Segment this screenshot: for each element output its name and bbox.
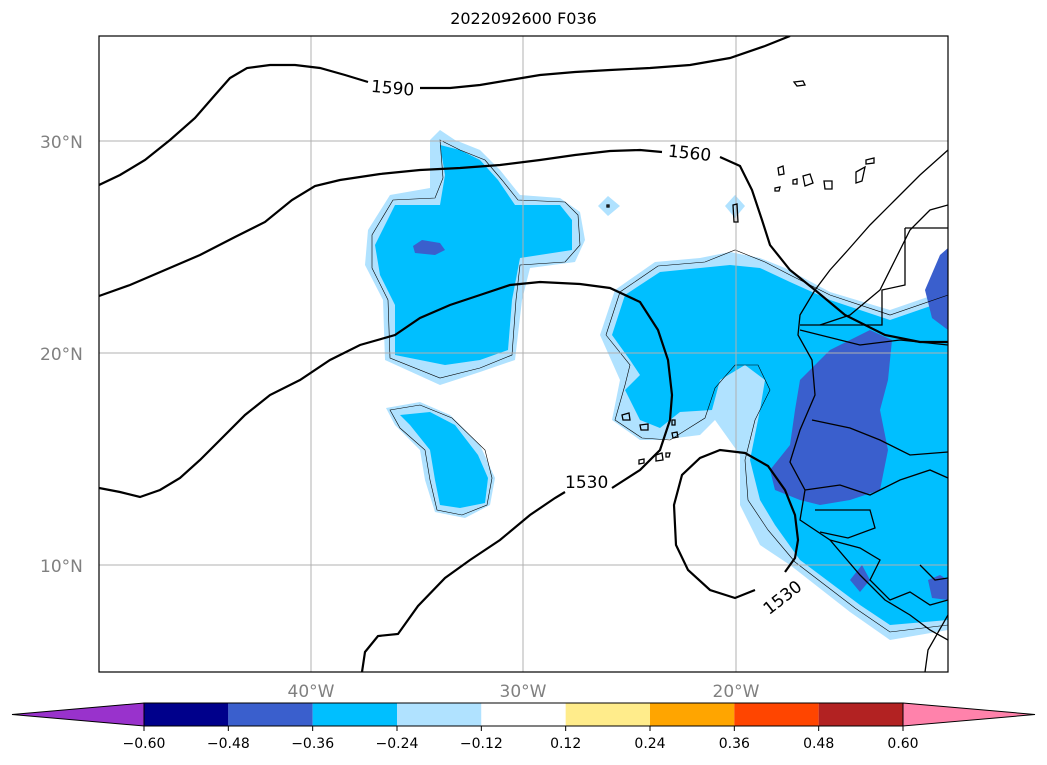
shade-outlines [371, 139, 948, 633]
lon-label-30w: 30°W [500, 682, 547, 702]
lat-label-20n: 20°N [40, 345, 83, 365]
height-contours [99, 36, 948, 672]
contour-label-1590: 1590 [370, 77, 415, 101]
lat-label-10n: 10°N [40, 557, 83, 577]
graticule [99, 36, 948, 672]
contour-label-1530-south: 1530 [760, 577, 806, 619]
shaded-anomaly-dark [413, 240, 948, 600]
contour-1590 [99, 63, 369, 186]
colorbar-extend-high [902, 702, 1036, 727]
colorbar-segment [144, 703, 229, 726]
colorbar-tick-label: −0.12 [460, 736, 503, 752]
colorbar-segment [228, 703, 313, 726]
map-area: 1590 1560 1530 1530 [99, 36, 948, 672]
colorbar-segment [397, 703, 482, 726]
colorbar-tick-label: −0.36 [291, 736, 334, 752]
contour-1560 [99, 148, 663, 298]
colorbar-extend-low [11, 702, 145, 727]
contour-label-1560: 1560 [667, 142, 712, 166]
coastlines [606, 80, 948, 672]
colorbar-segment [734, 703, 819, 726]
colorbar-tick-label: 0.24 [634, 736, 665, 752]
colorbar-tick-label: 0.36 [719, 736, 750, 752]
colorbar-segment [818, 703, 903, 726]
contour-label-1530: 1530 [565, 473, 608, 493]
lon-label-20w: 20°W [713, 682, 760, 702]
colorbar-segment [481, 703, 566, 726]
colorbar-tick-label: 0.12 [550, 736, 581, 752]
contour-1530c [672, 448, 800, 600]
colorbar-tick-label: 0.48 [803, 736, 834, 752]
contour-1530a [99, 280, 674, 499]
contour-1560b [719, 155, 948, 344]
colorbar-tick-label: −0.48 [207, 736, 250, 752]
colorbar-tick-label: −0.24 [376, 736, 419, 752]
contour-1530b [360, 491, 566, 672]
colorbar-segment [312, 703, 397, 726]
colorbar-frame [143, 702, 904, 727]
lat-label-30n: 30°N [40, 133, 83, 153]
colorbar-tick-label: −0.60 [123, 736, 166, 752]
contour-1590b [420, 36, 791, 90]
map-frame [98, 35, 949, 673]
colorbar-segment [650, 703, 735, 726]
map-title: 2022092600 F036 [450, 9, 597, 28]
colorbar-tick-label: 0.60 [887, 736, 918, 752]
colorbar: −0.60 −0.48 −0.36 −0.24 −0.12 0.12 0.24 0.36 0.4… [11, 702, 1036, 752]
lon-label-40w: 40°W [288, 682, 335, 702]
colorbar-segment [565, 703, 650, 726]
